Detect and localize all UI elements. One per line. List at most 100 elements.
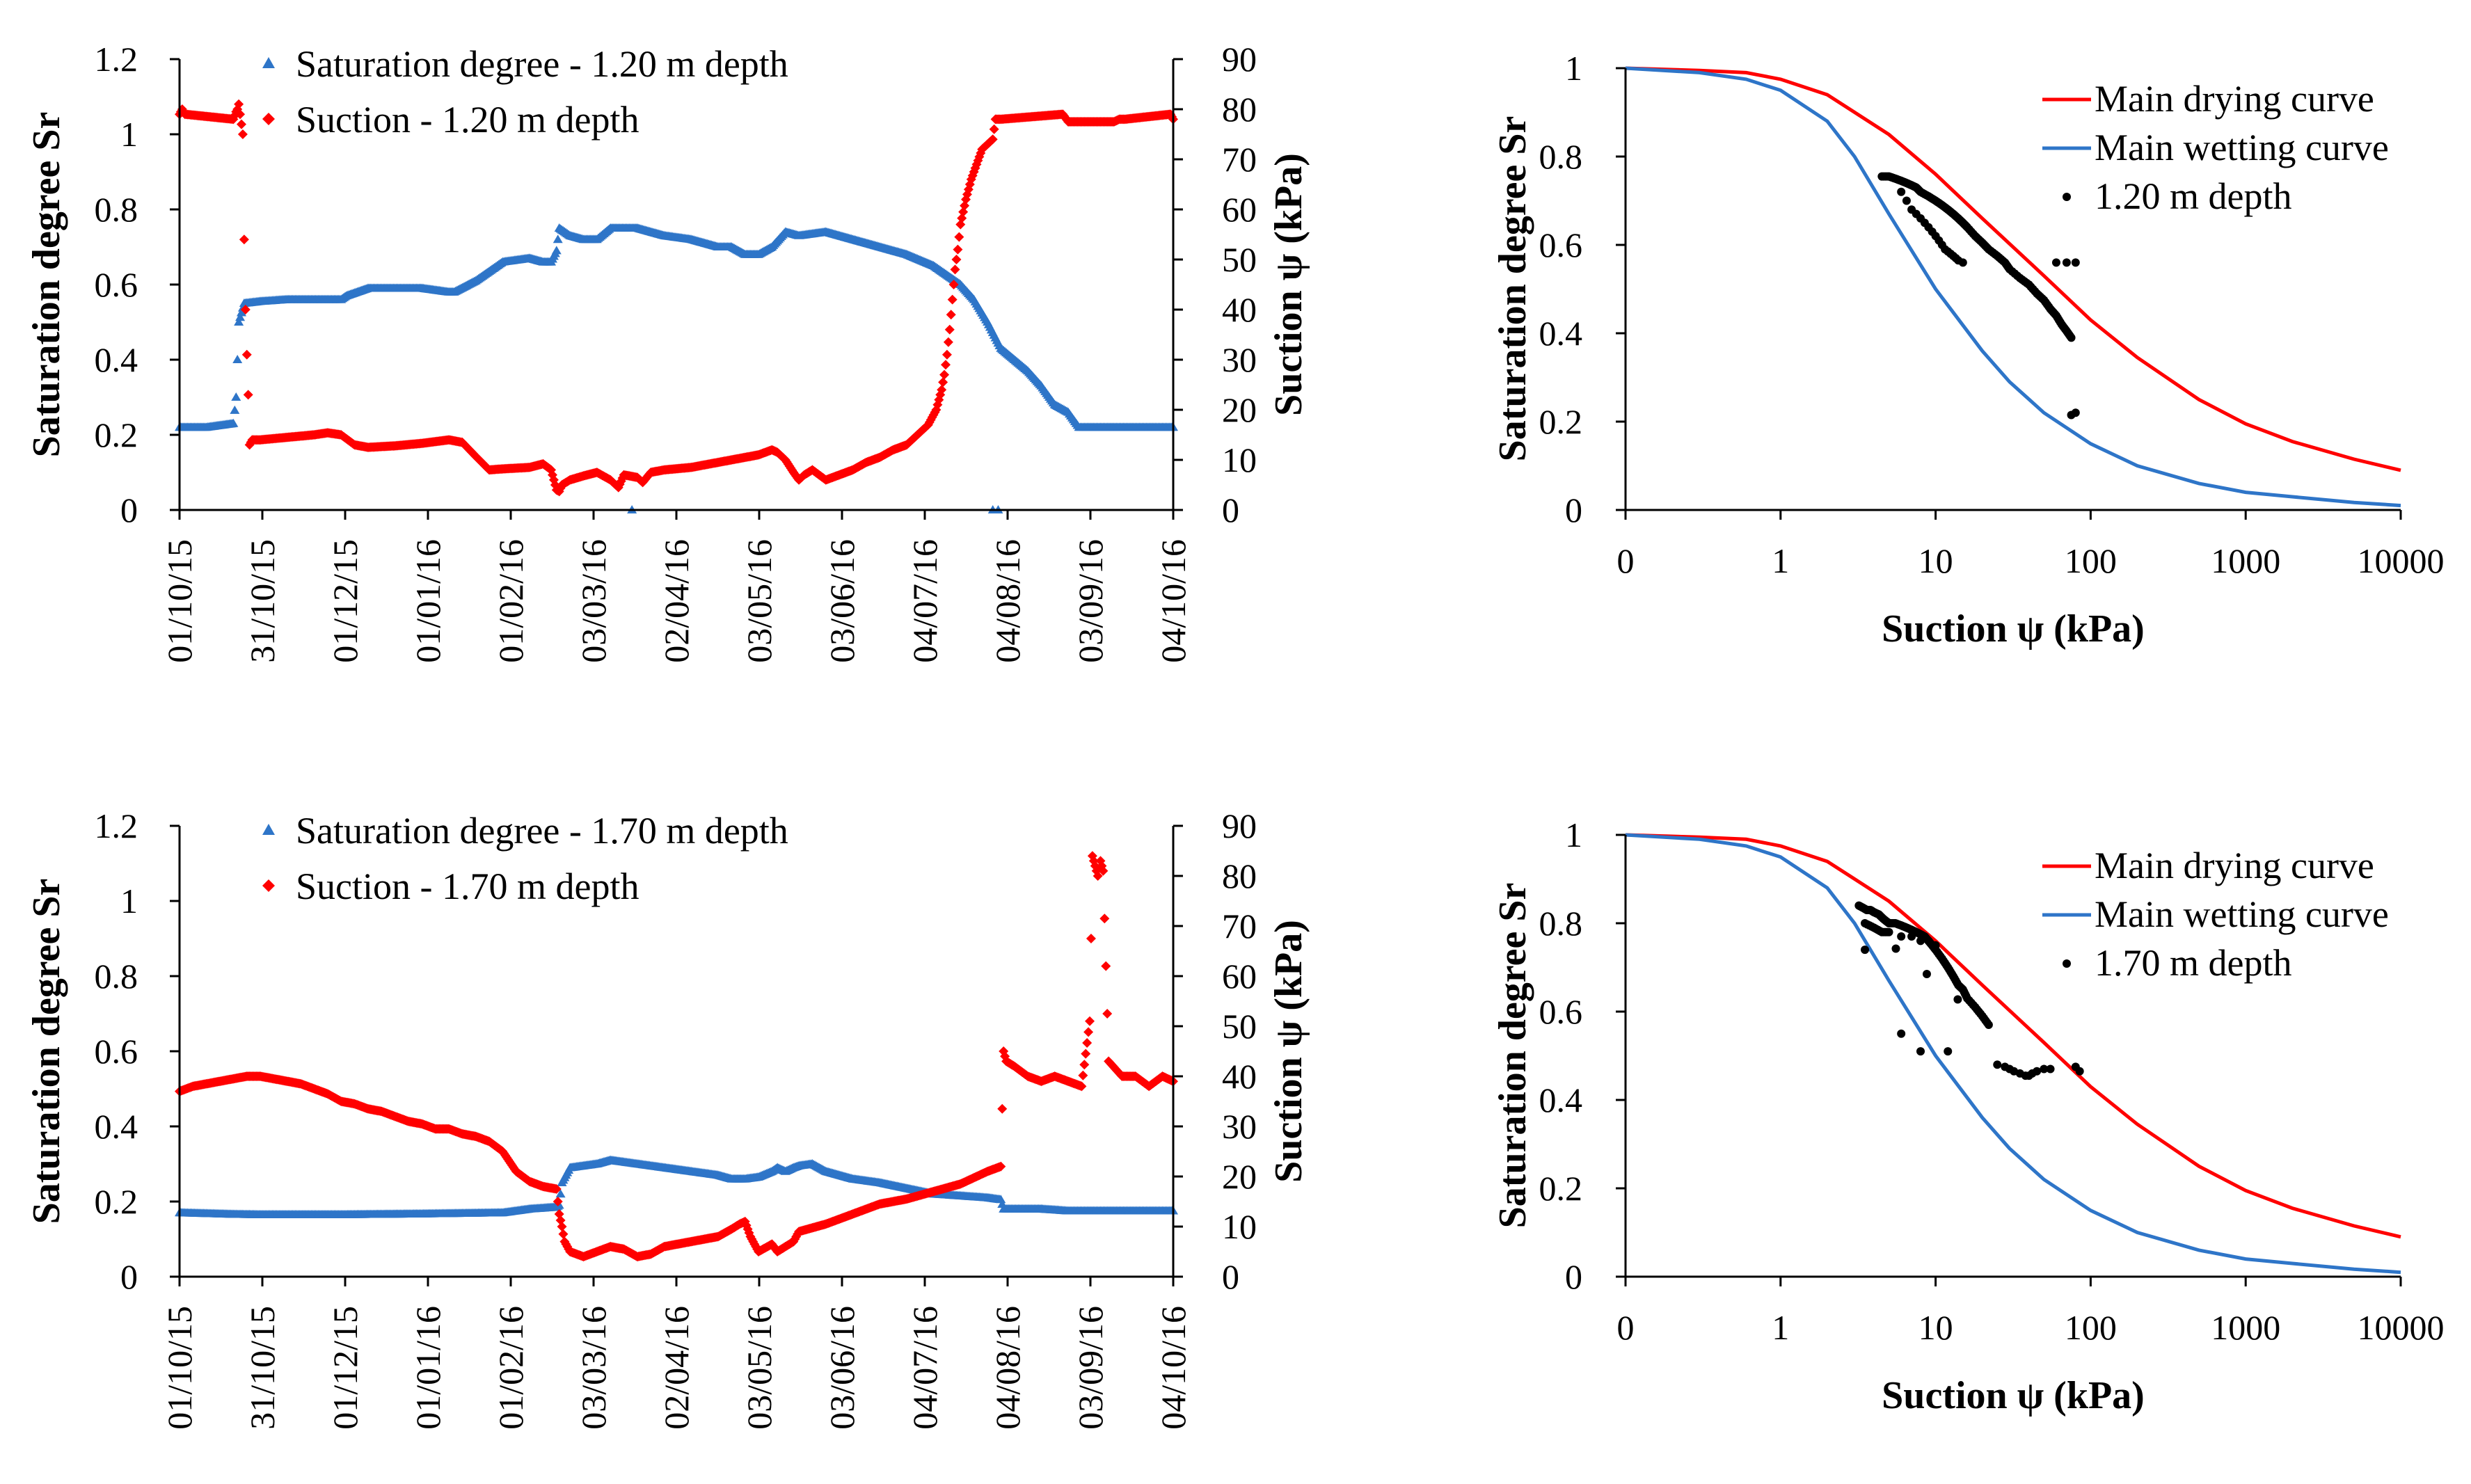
y-tick-label: 1 [1565, 815, 1582, 854]
saturation-point [232, 355, 243, 363]
left-tick-label: 0.4 [95, 340, 138, 379]
right-tick-label: 10 [1222, 440, 1257, 479]
chart-timeseries-120: 0 0.2 0.4 0.6 0.8 1 1.2 0 10 20 30 40 50 60 70 80 90 01… [25, 40, 1310, 663]
legend-label-depth: 1.20 m depth [2095, 175, 2291, 217]
right-tick-label: 0 [1222, 490, 1239, 529]
suction-point [955, 219, 966, 230]
suction-point [954, 232, 964, 242]
saturation-point [996, 1195, 1006, 1204]
right-tick-label: 20 [1222, 390, 1257, 429]
legend-marker-depth [2063, 193, 2071, 201]
x-axis-ticks: 0 1 10 100 1000 10000 [1617, 510, 2445, 580]
measured-point [1861, 946, 1870, 955]
x-tick-label: 10 [1918, 1308, 1953, 1347]
suction-point [944, 324, 955, 335]
saturation-point [231, 392, 241, 401]
x-tick-label: 03/03/16 [574, 539, 613, 663]
right-tick-label: 60 [1222, 957, 1257, 996]
suction-series-group [175, 99, 1178, 497]
suction-point [996, 1161, 1006, 1172]
legend-marker-depth [2063, 959, 2071, 968]
x-tick-label: 1 [1772, 541, 1789, 580]
legend-marker-saturation [262, 824, 275, 835]
measured-point [1897, 187, 1906, 196]
left-tick-label: 0.4 [95, 1107, 138, 1146]
y-tick-label: 0 [1565, 1257, 1582, 1296]
x-tick-label: 03/03/16 [574, 1306, 613, 1430]
suction-point [558, 1229, 569, 1239]
suction-point [1082, 1038, 1093, 1048]
x-tick-label: 100 [2065, 1308, 2117, 1347]
right-tick-label: 40 [1222, 1057, 1257, 1096]
legend-label-wetting: Main wetting curve [2095, 893, 2389, 935]
suction-point [950, 264, 960, 275]
saturation-point [228, 418, 239, 427]
measured-point [1993, 1060, 2002, 1069]
suction-point [937, 385, 947, 395]
suction-point [1101, 961, 1111, 971]
right-tick-label: 80 [1222, 856, 1257, 895]
x-tick-label: 04/10/16 [1154, 539, 1193, 663]
x-tick-label: 31/10/15 [243, 539, 282, 663]
y-tick-label: 0.4 [1539, 314, 1583, 353]
legend-label-drying: Main drying curve [2095, 845, 2374, 886]
right-tick-label: 50 [1222, 1007, 1257, 1046]
suction-point [1093, 871, 1103, 881]
saturation-point [237, 308, 247, 317]
legend: Saturation degree - 1.20 m depth Suction… [262, 43, 788, 141]
legend: Main drying curve Main wetting curve 1.7… [2042, 845, 2389, 984]
legend-label-suction: Suction - 1.20 m depth [296, 99, 639, 141]
left-tick-label: 1 [120, 115, 138, 154]
suction-point [240, 305, 251, 314]
left-tick-label: 0.2 [95, 1182, 138, 1221]
left-axis-ticks: 0 0.2 0.4 0.6 0.8 1 1.2 [95, 40, 180, 529]
suction-point [241, 349, 252, 360]
left-tick-label: 0.6 [95, 1032, 138, 1071]
x-tick-label: 01/10/15 [160, 1306, 199, 1430]
left-tick-label: 0.8 [95, 190, 138, 229]
left-tick-label: 0.2 [95, 415, 138, 454]
suction-point [938, 377, 948, 388]
legend-marker-saturation [262, 57, 275, 68]
measured-point [1953, 995, 1962, 1004]
suction-point [557, 1222, 567, 1231]
y-axis-label: Saturation degree Sr [1491, 116, 1534, 462]
measured-point [1916, 1047, 1925, 1056]
y-tick-label: 0.2 [1539, 1169, 1583, 1208]
measured-point [1897, 932, 1906, 941]
legend-marker-suction [262, 113, 275, 125]
measured-point [1882, 927, 1891, 936]
x-tick-label: 10000 [2358, 541, 2445, 580]
x-tick-label: 04/07/16 [905, 539, 944, 663]
curves-group [1625, 66, 2401, 508]
y-axis-label: Saturation degree Sr [1491, 883, 1534, 1229]
suction-point [940, 360, 951, 370]
suction-point [958, 207, 969, 217]
x-tick-label: 04/07/16 [905, 1306, 944, 1430]
suction-point [554, 1209, 564, 1219]
legend: Main drying curve Main wetting curve 1.2… [2042, 78, 2389, 217]
right-axis-ticks: 0 10 20 30 40 50 60 70 80 90 [1173, 40, 1257, 529]
suction-point [943, 337, 953, 347]
suction-point [1076, 1081, 1087, 1092]
suction-point [939, 369, 950, 380]
legend-label-wetting: Main wetting curve [2095, 127, 2389, 168]
suction-point [997, 1103, 1008, 1114]
x-tick-label: 01/12/15 [326, 539, 365, 663]
left-axis-label: Saturation degree Sr [25, 112, 68, 458]
x-tick-label: 04/10/16 [1154, 1306, 1193, 1430]
suction-point [237, 119, 247, 129]
right-tick-label: 20 [1222, 1157, 1257, 1196]
measured-point [2033, 1067, 2042, 1076]
legend-label-suction: Suction - 1.70 m depth [296, 865, 639, 907]
suction-point [1098, 865, 1109, 876]
x-axis-label: Suction ψ (kPa) [1882, 1374, 2145, 1417]
suction-point [947, 294, 958, 305]
y-axis-ticks: 0 0.2 0.4 0.6 0.8 1 [1539, 49, 1626, 529]
measured-point [1944, 1047, 1953, 1056]
measured-point [2046, 1064, 2055, 1074]
measured-point [2071, 258, 2080, 267]
x-tick-label: 10 [1918, 541, 1953, 580]
y-tick-label: 0 [1565, 490, 1582, 529]
